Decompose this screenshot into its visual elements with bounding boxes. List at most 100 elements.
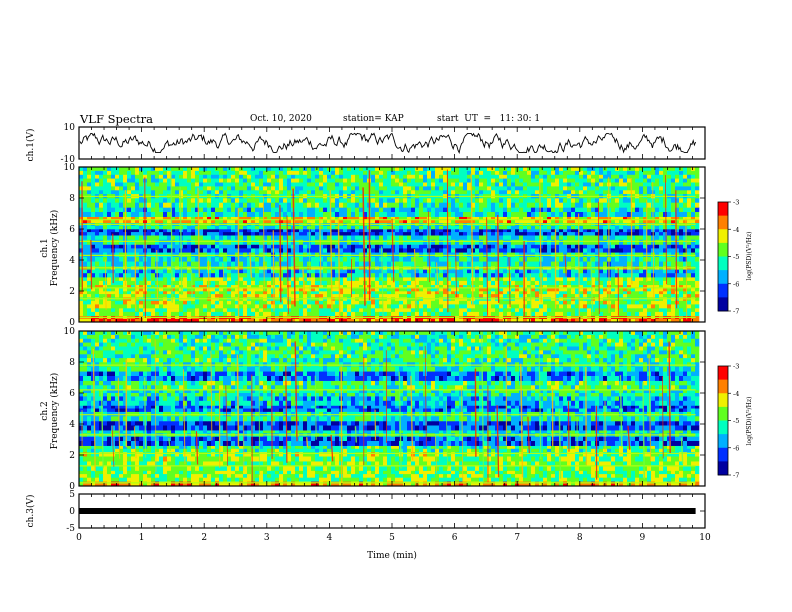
spectrogram-cell: [171, 261, 176, 267]
spectrogram-cell: [331, 284, 336, 289]
spectrogram-cell: [287, 216, 292, 220]
spectrogram-cell: [547, 311, 552, 317]
spectrogram-cell: [515, 216, 520, 220]
spectrogram-cell: [439, 287, 444, 292]
spectrogram-cell: [147, 235, 152, 241]
spectrogram-cell: [519, 248, 524, 253]
spectrogram-cell: [419, 291, 424, 295]
spectrogram-cell: [631, 256, 636, 262]
spectrogram-cell: [527, 304, 532, 309]
spectrogram-cell: [359, 261, 364, 267]
ch1-waveform-trace: [79, 132, 697, 154]
spectrogram-cell: [519, 308, 524, 313]
spectrogram-cell: [423, 273, 428, 278]
spectrogram-cell: [459, 207, 464, 213]
spectrogram-cell: [319, 300, 324, 305]
spectrogram-cell: [351, 229, 356, 233]
spectrogram-cell: [487, 277, 492, 282]
spectrogram-cell: [87, 308, 92, 313]
spectrogram-cell: [655, 318, 660, 323]
spectrogram-cell: [263, 235, 268, 241]
spectrogram-cell: [383, 256, 388, 262]
spectrogram-cell: [627, 229, 632, 233]
spectrogram-cell: [579, 284, 584, 289]
spectrogram-cell: [303, 294, 308, 298]
spectrogram-cell: [203, 229, 208, 233]
spectrogram-cell: [523, 284, 528, 289]
spectrogram-cell: [235, 216, 240, 220]
spectrogram-cell: [535, 225, 540, 230]
spectrogram-cell: [619, 277, 624, 282]
spectrogram-cell: [511, 248, 516, 253]
spectrogram-cell: [267, 294, 272, 298]
spectrogram-cell: [87, 277, 92, 282]
spectrogram-cell: [647, 261, 652, 267]
spectrogram-cell: [467, 291, 472, 295]
spectrogram-cell: [343, 277, 348, 282]
spectrogram-cell: [91, 308, 96, 313]
spectrogram-cell: [567, 284, 572, 289]
spectrogram-cell: [559, 277, 564, 282]
spectrogram-cell: [423, 239, 428, 245]
spectrogram-cell: [239, 280, 244, 286]
spectrogram-cell: [583, 225, 588, 230]
spectrogram-cell: [91, 280, 96, 286]
spectrogram-cell: [515, 311, 520, 317]
spectrogram-cell: [683, 232, 688, 236]
spectrogram-cell: [615, 261, 620, 267]
spectrogram-cell: [575, 244, 580, 249]
spectrogram-cell: [111, 300, 116, 305]
spectrogram-cell: [303, 280, 308, 286]
spectrogram-cell: [307, 273, 312, 278]
spectrogram-cell: [175, 287, 180, 292]
spectrogram-cell: [79, 232, 84, 236]
spectrogram-cell: [471, 311, 476, 317]
spectrogram-cell: [119, 280, 124, 286]
spectrogram-cell: [623, 287, 628, 292]
spectrogram-cell: [467, 318, 472, 323]
spectrogram-cell: [543, 216, 548, 220]
spectrogram-cell: [407, 248, 412, 253]
spectrogram-cell: [611, 229, 616, 233]
spectrogram-cell: [623, 216, 628, 220]
spectrogram-cell: [431, 207, 436, 213]
spectrogram-cell: [607, 318, 612, 323]
spectrogram-cell: [203, 212, 208, 217]
spectrogram-cell: [263, 244, 268, 249]
spectrogram-cell: [335, 225, 340, 230]
spectrogram-cell: [163, 216, 168, 220]
spectrogram-cell: [271, 280, 276, 286]
spectrogram-cell: [379, 311, 384, 317]
spectrogram-cell: [207, 235, 212, 241]
spectrogram-cell: [559, 239, 564, 245]
spectrogram-cell: [327, 294, 332, 298]
spectrogram-cell: [635, 207, 640, 213]
spectrogram-cell: [275, 216, 280, 220]
spectrogram-cell: [639, 207, 644, 213]
spectrogram-cell: [591, 212, 596, 217]
spectrogram-cell: [175, 256, 180, 262]
spectrogram-cell: [103, 229, 108, 233]
spectrogram-cell: [191, 273, 196, 278]
spectrogram-cell: [95, 212, 100, 217]
spectrogram-cell: [347, 291, 352, 295]
spectrogram-cell: [455, 318, 460, 323]
spectrogram-cell: [407, 207, 412, 213]
spectrogram-cell: [683, 244, 688, 249]
spectrogram-cell: [335, 273, 340, 278]
spectrogram-cell: [275, 277, 280, 282]
spectrogram-cell: [363, 308, 368, 313]
spectrogram-cell: [683, 318, 688, 323]
spectrogram-cell: [227, 284, 232, 289]
spectrogram-cell: [687, 280, 692, 286]
spectrogram-cell: [403, 216, 408, 220]
spectrogram-cell: [623, 229, 628, 233]
spectrogram-cell: [251, 198, 256, 203]
spectrogram-cell: [543, 239, 548, 245]
spectrogram-cell: [579, 269, 584, 274]
spectrogram-cell: [527, 219, 532, 224]
spectrogram-cell: [395, 235, 400, 241]
spectrogram-cell: [223, 273, 228, 278]
spectrogram-cell: [455, 225, 460, 230]
spectrogram-cell: [79, 277, 84, 282]
